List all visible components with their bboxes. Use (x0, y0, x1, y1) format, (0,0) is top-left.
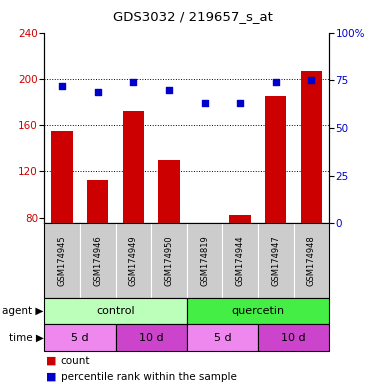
Text: 5 d: 5 d (71, 333, 89, 343)
Bar (158, 160, 179, 223)
Text: control: control (96, 306, 135, 316)
Text: count: count (61, 356, 90, 366)
Text: quercetin: quercetin (231, 306, 285, 316)
Text: GSM174946: GSM174946 (93, 235, 102, 286)
Text: agent ▶: agent ▶ (2, 306, 44, 316)
Text: 10 d: 10 d (139, 333, 163, 343)
Text: GSM174945: GSM174945 (58, 236, 67, 286)
Point (237, 100, 243, 106)
Text: ■: ■ (46, 372, 57, 382)
Point (130, 79, 136, 85)
Point (308, 77, 315, 83)
Bar (229, 215, 251, 223)
Point (59, 83, 65, 89)
Point (95, 89, 101, 95)
Text: 10 d: 10 d (281, 333, 306, 343)
Bar (301, 71, 322, 223)
Text: GSM174949: GSM174949 (129, 236, 138, 286)
Point (201, 100, 208, 106)
Point (273, 79, 279, 85)
Bar (87, 180, 109, 223)
Text: ■: ■ (46, 356, 57, 366)
Text: GSM174947: GSM174947 (271, 235, 280, 286)
Bar (51, 131, 73, 223)
Point (166, 87, 172, 93)
Text: time ▶: time ▶ (8, 333, 44, 343)
Text: GSM174944: GSM174944 (236, 236, 244, 286)
Text: percentile rank within the sample: percentile rank within the sample (61, 372, 237, 382)
Text: GDS3032 / 219657_s_at: GDS3032 / 219657_s_at (112, 10, 273, 23)
Bar (122, 111, 144, 223)
Text: GSM174950: GSM174950 (164, 236, 173, 286)
Text: GSM174948: GSM174948 (307, 235, 316, 286)
Bar (265, 96, 286, 223)
Text: 5 d: 5 d (214, 333, 231, 343)
Text: GSM174819: GSM174819 (200, 235, 209, 286)
